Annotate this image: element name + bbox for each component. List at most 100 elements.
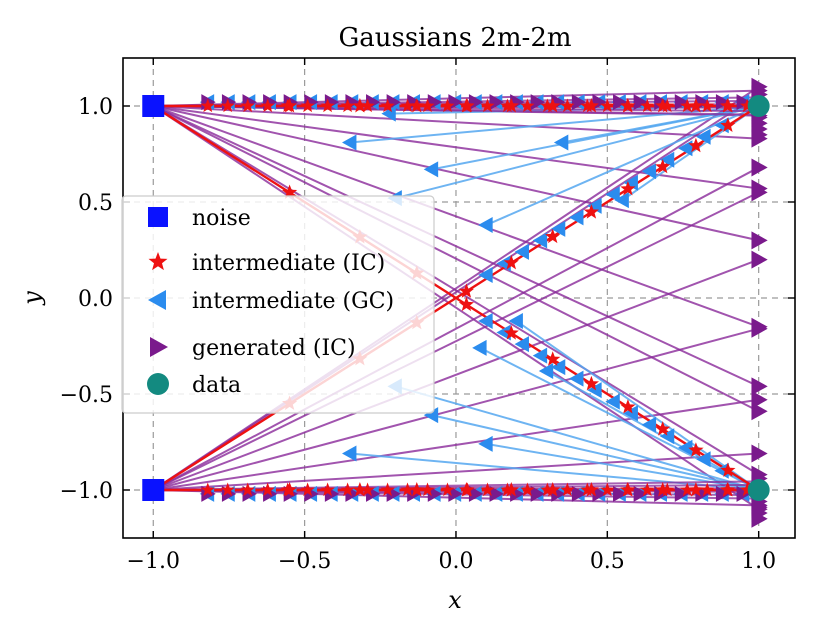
gc-marker <box>587 382 602 399</box>
ic-marker <box>688 442 704 457</box>
gc-marker <box>478 217 493 234</box>
generated-marker <box>571 94 587 111</box>
generated-marker <box>571 485 587 502</box>
generated-trajectory-line <box>153 327 759 491</box>
ic-marker <box>409 482 425 497</box>
legend-label: intermediate (IC) <box>192 251 385 276</box>
ic-marker <box>220 482 235 497</box>
generated-marker <box>736 94 751 111</box>
ic-marker <box>460 98 475 113</box>
generated-trajectory-line <box>153 105 759 140</box>
generated-marker <box>751 377 768 396</box>
gc-marker <box>381 105 396 122</box>
gc-trajectory-line <box>431 414 759 491</box>
ic-marker <box>720 482 735 497</box>
gc-trajectory-line <box>395 385 759 491</box>
generated-marker <box>751 250 768 269</box>
y-tick-label: −1.0 <box>60 479 113 504</box>
gc-marker <box>678 439 693 456</box>
ic-marker <box>352 482 368 497</box>
generated-marker <box>715 94 731 111</box>
ic-marker <box>520 98 535 113</box>
ic-marker <box>680 482 695 497</box>
gc-marker <box>550 359 566 376</box>
generated-marker <box>751 390 768 409</box>
ic-marker <box>688 137 704 153</box>
ic-marker <box>720 117 736 132</box>
generated-marker <box>751 444 768 463</box>
gc-trajectory-line <box>349 105 759 144</box>
ic-marker <box>360 482 375 497</box>
ic-marker <box>503 325 519 340</box>
generated-marker <box>751 319 768 338</box>
gc-marker <box>472 339 487 356</box>
gc-marker <box>514 336 529 353</box>
ic-marker <box>720 98 735 113</box>
ic-marker <box>458 283 474 298</box>
ic-marker <box>640 482 655 497</box>
ic-marker <box>680 98 695 113</box>
generated-marker <box>751 231 768 250</box>
ic-marker <box>700 98 715 113</box>
legend-label: intermediate (GC) <box>192 289 394 314</box>
x-tick-label: −1.0 <box>127 549 180 574</box>
gc-marker <box>659 428 675 445</box>
gc-trajectory-line <box>349 452 759 491</box>
ic-marker <box>740 98 755 113</box>
ic-marker <box>420 98 435 113</box>
gc-marker <box>678 140 693 157</box>
x-axis-label: x <box>448 586 462 614</box>
generated-marker <box>530 485 546 502</box>
gc-marker <box>641 416 657 433</box>
noise-marker <box>142 479 165 501</box>
ic-marker <box>340 482 355 497</box>
ic-marker <box>600 482 615 497</box>
ic-marker <box>688 482 704 497</box>
ic-marker <box>700 482 715 497</box>
gc-trajectory-line <box>485 105 760 226</box>
legend-label: generated (IC) <box>192 336 356 361</box>
ic-marker <box>620 180 636 196</box>
ic-marker <box>340 98 355 113</box>
ic-marker <box>220 98 235 113</box>
generated-trajectory-line <box>152 105 760 328</box>
ic-marker <box>583 375 599 391</box>
y-tick-label: 0.0 <box>78 287 113 312</box>
generated-marker <box>674 485 690 502</box>
ic-marker <box>300 482 315 497</box>
ic-trajectory-line <box>152 104 760 492</box>
gc-marker <box>641 163 657 180</box>
generated-marker <box>530 94 546 111</box>
x-tick-label: 0.0 <box>438 549 473 574</box>
ic-marker <box>560 482 575 497</box>
generated-marker <box>468 94 484 111</box>
ic-marker <box>540 98 555 113</box>
ic-marker <box>640 98 655 113</box>
ic-marker <box>458 296 474 312</box>
gc-marker <box>423 161 439 178</box>
x-tick-label: 0.5 <box>590 549 625 574</box>
generated-marker <box>751 402 768 421</box>
ic-marker <box>500 98 515 113</box>
generated-trajectory-line <box>152 85 760 491</box>
ic-marker <box>545 351 561 366</box>
y-axis-label: y <box>18 291 46 306</box>
generated-trajectory-line <box>152 93 760 491</box>
ic-marker <box>282 184 298 199</box>
ic-marker <box>583 204 599 219</box>
gc-marker <box>508 313 523 330</box>
gc-marker <box>538 362 554 379</box>
ic-marker <box>545 482 561 497</box>
gc-marker <box>532 232 548 249</box>
gc-marker <box>623 405 638 422</box>
generated-marker <box>448 485 463 502</box>
gc-marker <box>696 128 711 145</box>
generated-trajectory-line <box>152 105 760 511</box>
ic-marker <box>320 482 335 497</box>
generated-marker <box>715 485 731 502</box>
ic-marker <box>240 482 255 497</box>
ic-marker <box>420 482 435 497</box>
generated-marker <box>751 183 768 202</box>
y-tick-label: 1.0 <box>78 95 113 120</box>
